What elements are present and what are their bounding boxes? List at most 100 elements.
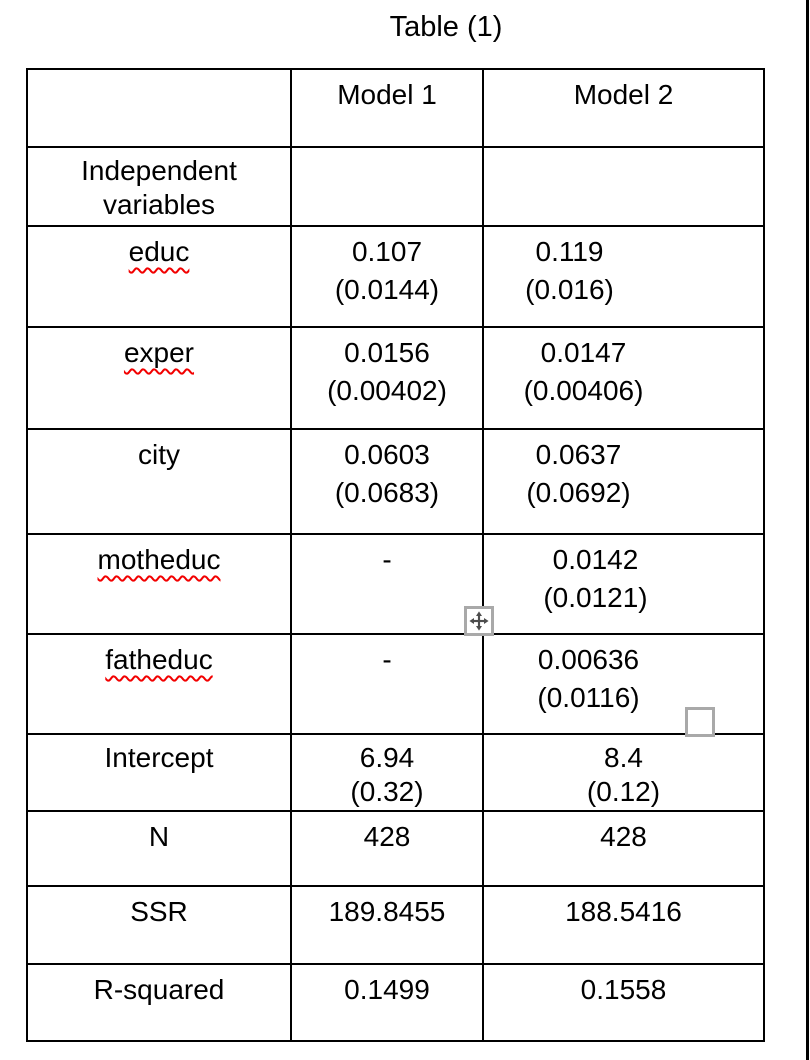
value-block: 188.5416 (485, 893, 762, 931)
table-row-city: city 0.0603 (0.0683) 0.0637 (0.0692) (26, 428, 765, 535)
cell-n-model2[interactable]: 428 (482, 810, 765, 887)
coefficient: 0.0142 (552, 544, 639, 575)
value-block: 0.1558 (485, 971, 762, 1009)
table-move-handle[interactable] (464, 606, 494, 636)
value-block: 0.0147 (0.00406) (485, 334, 723, 410)
cell-intercept-model2[interactable]: 8.4 (0.12) (482, 733, 765, 812)
row-label: N (148, 821, 170, 852)
cell-r-squared-model2[interactable]: 0.1558 (482, 963, 765, 1042)
std-error: (0.016) (525, 274, 614, 305)
table-row-motheduc: motheduc - 0.0142 (0.0121) (26, 533, 765, 635)
cell-exper-model1[interactable]: 0.0156 (0.00402) (290, 326, 484, 430)
cell-header-blank[interactable] (26, 68, 292, 148)
cell-motheduc-model1[interactable]: - (290, 533, 484, 635)
column-header-model1: Model 1 (337, 79, 437, 110)
cell-label-educ[interactable]: educ (26, 225, 292, 328)
coefficient: 0.107 (351, 236, 423, 267)
cell-fatheduc-model2[interactable]: 0.00636 (0.0116) (482, 633, 765, 735)
coefficient: 6.94 (359, 742, 415, 773)
std-error: (0.00406) (523, 375, 644, 406)
cell-city-model2[interactable]: 0.0637 (0.0692) (482, 428, 765, 535)
std-error: (0.0121) (543, 582, 648, 613)
std-error: (0.00402) (327, 375, 447, 406)
coefficient: 0.0637 (535, 439, 622, 470)
value-block: 189.8455 (293, 893, 481, 931)
cell-educ-model1[interactable]: 0.107 (0.0144) (290, 225, 484, 328)
statistic: 188.5416 (565, 896, 682, 927)
row-label: city (138, 439, 180, 470)
std-error: (0.32) (350, 776, 424, 807)
std-error: (0.0116) (537, 682, 640, 713)
cell-label-intercept[interactable]: Intercept (26, 733, 292, 812)
cell-motheduc-model2[interactable]: 0.0142 (0.0121) (482, 533, 765, 635)
row-label: exper (123, 337, 195, 368)
value-block: 0.00636 (0.0116) (485, 641, 728, 717)
table-row-ssr: SSR 189.8455 188.5416 (26, 885, 765, 965)
table-row-educ: educ 0.107 (0.0144) 0.119 (0.016) (26, 225, 765, 328)
std-error: (0.12) (586, 776, 661, 807)
coefficient: 0.00636 (537, 644, 640, 675)
std-error: (0.0144) (334, 274, 440, 305)
cell-city-model1[interactable]: 0.0603 (0.0683) (290, 428, 484, 535)
statistic: 189.8455 (328, 896, 446, 927)
coefficient: 0.0156 (344, 337, 430, 368)
cell-label-city[interactable]: city (26, 428, 292, 535)
cell-independent-variables-model1[interactable] (290, 146, 484, 227)
value-block: 6.94 (0.32) (293, 741, 481, 809)
cell-header-model1[interactable]: Model 1 (290, 68, 484, 148)
table-row-intercept: Intercept 6.94 (0.32) 8.4 (0.12) (26, 733, 765, 812)
value-block: 0.107 (0.0144) (293, 233, 481, 309)
column-header-model2: Model 2 (573, 79, 674, 110)
std-error: (0.0683) (334, 477, 440, 508)
row-label: R-squared (93, 974, 225, 1005)
cell-label-independent-variables[interactable]: Independent variables (26, 146, 292, 227)
table-row-exper: exper 0.0156 (0.00402) 0.0147 (0.00406) (26, 326, 765, 430)
coefficient: - (382, 544, 392, 575)
statistic: 428 (600, 821, 647, 852)
cell-n-model1[interactable]: 428 (290, 810, 484, 887)
table-resize-handle[interactable] (685, 707, 715, 737)
statistic: 0.1499 (344, 974, 430, 1005)
page-edge-line (806, 0, 809, 1060)
table-caption[interactable]: Table (1) (389, 11, 503, 43)
cell-r-squared-model1[interactable]: 0.1499 (290, 963, 484, 1042)
statistic: 0.1558 (580, 974, 667, 1005)
row-label: fatheduc (105, 644, 213, 675)
statistic: 428 (363, 821, 411, 852)
cell-ssr-model1[interactable]: 189.8455 (290, 885, 484, 965)
value-block: 0.0142 (0.0121) (485, 541, 735, 617)
coefficient: 0.0603 (344, 439, 430, 470)
coefficient: 0.119 (535, 236, 604, 267)
cell-educ-model2[interactable]: 0.119 (0.016) (482, 225, 765, 328)
cell-label-exper[interactable]: exper (26, 326, 292, 430)
row-label: SSR (130, 896, 188, 927)
table-header-row: Model 1 Model 2 (26, 68, 765, 148)
cell-ssr-model2[interactable]: 188.5416 (482, 885, 765, 965)
regression-results-table: Model 1 Model 2 Independent variables ed… (26, 68, 765, 1042)
value-block: 0.1499 (293, 971, 481, 1009)
value-block: - (293, 641, 481, 679)
value-block: 8.4 (0.12) (485, 741, 762, 809)
value-block: 428 (293, 818, 481, 856)
cell-label-motheduc[interactable]: motheduc (26, 533, 292, 635)
value-block: 0.0156 (0.00402) (293, 334, 481, 410)
cell-intercept-model1[interactable]: 6.94 (0.32) (290, 733, 484, 812)
cell-exper-model2[interactable]: 0.0147 (0.00406) (482, 326, 765, 430)
cell-label-r-squared[interactable]: R-squared (26, 963, 292, 1042)
coefficient: - (382, 644, 392, 675)
value-block: 0.0637 (0.0692) (485, 436, 718, 512)
row-label: educ (128, 236, 190, 267)
table-row-r-squared: R-squared 0.1499 0.1558 (26, 963, 765, 1042)
move-arrows-icon (469, 611, 489, 631)
cell-fatheduc-model1[interactable]: - (290, 633, 484, 735)
cell-label-n[interactable]: N (26, 810, 292, 887)
cell-label-ssr[interactable]: SSR (26, 885, 292, 965)
value-block: 0.119 (0.016) (485, 233, 709, 309)
cell-independent-variables-model2[interactable] (482, 146, 765, 227)
value-block: 0.0603 (0.0683) (293, 436, 481, 512)
value-block: 428 (485, 818, 762, 856)
cell-label-fatheduc[interactable]: fatheduc (26, 633, 292, 735)
cell-header-model2[interactable]: Model 2 (482, 68, 765, 148)
coefficient: 8.4 (604, 742, 643, 773)
row-label: motheduc (97, 544, 221, 575)
